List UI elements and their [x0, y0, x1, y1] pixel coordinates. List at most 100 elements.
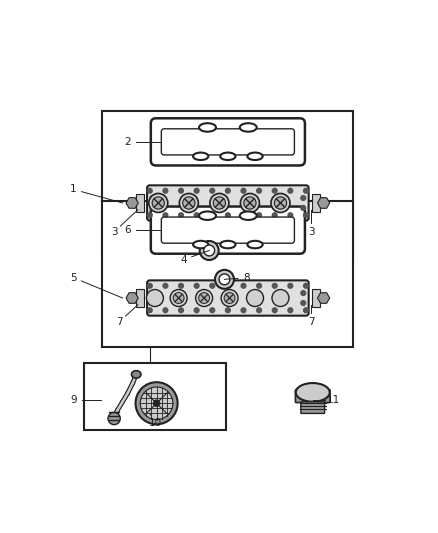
Circle shape [241, 213, 246, 217]
Circle shape [140, 387, 173, 419]
Circle shape [304, 308, 308, 313]
FancyBboxPatch shape [151, 118, 305, 165]
Circle shape [150, 196, 155, 200]
Bar [135, 194, 144, 212]
Circle shape [108, 413, 120, 425]
Ellipse shape [193, 241, 208, 248]
Circle shape [152, 197, 164, 209]
Circle shape [150, 206, 155, 211]
Circle shape [304, 284, 308, 288]
FancyBboxPatch shape [151, 206, 305, 254]
Ellipse shape [247, 241, 263, 248]
Ellipse shape [247, 152, 263, 160]
Polygon shape [126, 198, 138, 208]
Text: 1: 1 [70, 184, 77, 195]
Circle shape [210, 188, 215, 193]
Circle shape [272, 284, 277, 288]
Text: 9: 9 [70, 395, 77, 405]
Circle shape [272, 308, 277, 313]
Circle shape [226, 188, 230, 193]
Ellipse shape [220, 152, 236, 160]
Circle shape [226, 213, 230, 217]
Circle shape [221, 289, 238, 306]
Circle shape [274, 197, 286, 209]
Circle shape [288, 188, 293, 193]
Circle shape [224, 293, 235, 303]
Circle shape [170, 289, 187, 306]
FancyBboxPatch shape [295, 390, 330, 402]
Circle shape [148, 284, 152, 288]
Circle shape [179, 284, 184, 288]
Circle shape [257, 284, 261, 288]
Bar [312, 289, 320, 307]
Circle shape [244, 197, 256, 209]
Circle shape [288, 213, 293, 217]
Circle shape [200, 241, 219, 260]
Circle shape [247, 289, 264, 306]
Circle shape [226, 308, 230, 313]
Circle shape [301, 301, 306, 305]
Circle shape [149, 193, 168, 213]
Circle shape [271, 193, 290, 213]
Circle shape [179, 193, 198, 213]
Circle shape [241, 188, 246, 193]
FancyBboxPatch shape [161, 129, 294, 155]
FancyBboxPatch shape [301, 402, 325, 414]
Bar [135, 289, 144, 307]
Circle shape [210, 284, 215, 288]
Circle shape [194, 213, 199, 217]
Text: 7: 7 [308, 317, 314, 327]
Circle shape [146, 289, 163, 306]
Text: 11: 11 [326, 395, 340, 405]
Circle shape [150, 290, 155, 295]
Circle shape [288, 284, 293, 288]
Text: 2: 2 [124, 137, 131, 147]
Circle shape [163, 213, 168, 217]
Circle shape [183, 197, 195, 209]
Circle shape [301, 196, 306, 200]
Circle shape [153, 400, 160, 407]
Circle shape [163, 188, 168, 193]
Circle shape [163, 308, 168, 313]
Circle shape [148, 213, 152, 217]
Polygon shape [318, 198, 330, 208]
Circle shape [194, 284, 199, 288]
Circle shape [204, 245, 215, 256]
Ellipse shape [131, 370, 141, 378]
Bar [102, 201, 353, 347]
Circle shape [304, 213, 308, 217]
Circle shape [257, 213, 261, 217]
Text: 3: 3 [308, 227, 314, 237]
Bar [102, 111, 353, 257]
Ellipse shape [240, 212, 257, 220]
Circle shape [219, 274, 230, 285]
Circle shape [163, 284, 168, 288]
FancyBboxPatch shape [161, 217, 294, 243]
Ellipse shape [220, 241, 236, 248]
Circle shape [150, 301, 155, 305]
Ellipse shape [240, 123, 257, 132]
Text: 4: 4 [180, 255, 187, 265]
Circle shape [240, 193, 259, 213]
Text: 3: 3 [111, 227, 117, 237]
Polygon shape [318, 293, 330, 303]
Circle shape [196, 289, 212, 306]
Circle shape [199, 293, 209, 303]
Circle shape [179, 213, 184, 217]
Circle shape [215, 270, 234, 289]
Circle shape [304, 188, 308, 193]
Circle shape [241, 308, 246, 313]
Bar [84, 362, 226, 431]
Circle shape [210, 213, 215, 217]
Text: 6: 6 [124, 225, 131, 235]
Ellipse shape [199, 123, 216, 132]
Ellipse shape [199, 212, 216, 220]
Circle shape [148, 188, 152, 193]
Bar [312, 194, 320, 212]
FancyBboxPatch shape [147, 280, 309, 316]
Circle shape [257, 308, 261, 313]
FancyBboxPatch shape [147, 185, 309, 221]
Circle shape [194, 188, 199, 193]
Circle shape [213, 197, 226, 209]
Circle shape [194, 308, 199, 313]
